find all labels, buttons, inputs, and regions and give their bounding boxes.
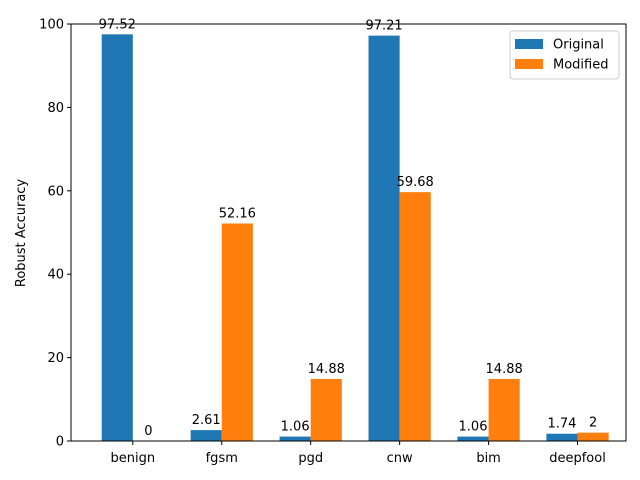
bar-label-modified-pgd: 14.88 — [308, 362, 345, 377]
bar-modified-pgd — [310, 378, 342, 441]
y-tick-label-60: 60 — [47, 184, 64, 199]
bar-modified-deepfool — [577, 432, 609, 441]
bar-label-original-fgsm: 2.61 — [192, 413, 221, 428]
x-tick-label-cnw: cnw — [387, 451, 413, 466]
y-tick-label-40: 40 — [47, 268, 64, 283]
y-tick-label-20: 20 — [47, 351, 64, 366]
bar-original-fgsm — [190, 430, 222, 441]
bar-label-original-pgd: 1.06 — [281, 420, 310, 435]
bar-label-original-benign: 97.52 — [99, 17, 136, 32]
y-tick-label-0: 0 — [56, 435, 64, 450]
bar-label-original-deepfool: 1.74 — [547, 417, 576, 432]
x-tick-label-pgd: pgd — [298, 451, 323, 466]
legend-label-original: Original — [553, 38, 604, 53]
legend-swatch-modified — [515, 59, 543, 69]
bar-label-modified-benign: 0 — [144, 424, 152, 439]
x-tick-label-bim: bim — [476, 451, 501, 466]
plot-area: 97.52 2.61 1.06 97.21 1.06 1.74 0 52.16 14.88 59.… — [39, 17, 627, 466]
legend-label-modified: Modified — [553, 58, 608, 73]
bar-label-modified-bim: 14.88 — [486, 362, 523, 377]
bar-label-modified-deepfool: 2 — [589, 416, 597, 431]
bar-original-cnw — [368, 35, 400, 441]
bar-label-original-cnw: 97.21 — [365, 19, 402, 34]
y-axis-label: Robust Accuracy — [14, 179, 29, 288]
bar-original-benign — [101, 34, 133, 441]
bar-label-modified-fgsm: 52.16 — [219, 206, 256, 221]
bar-label-modified-cnw: 59.68 — [397, 175, 434, 190]
bar-modified-cnw — [399, 192, 431, 441]
bar-original-pgd — [279, 436, 311, 441]
bar-original-bim — [457, 436, 489, 441]
y-tick-label-80: 80 — [47, 101, 64, 116]
axes-frame — [70, 23, 627, 442]
x-tick-label-fgsm: fgsm — [206, 451, 238, 466]
legend: Original Modified — [509, 30, 620, 80]
x-tick-label-deepfool: deepfool — [549, 451, 606, 466]
bar-modified-bim — [488, 378, 520, 441]
legend-swatch-original — [515, 39, 543, 49]
bar-label-original-bim: 1.06 — [459, 420, 488, 435]
bar-original-deepfool — [546, 433, 578, 441]
bar-modified-fgsm — [221, 223, 253, 441]
x-tick-label-benign: benign — [111, 451, 156, 466]
y-tick-label-100: 100 — [39, 18, 64, 33]
